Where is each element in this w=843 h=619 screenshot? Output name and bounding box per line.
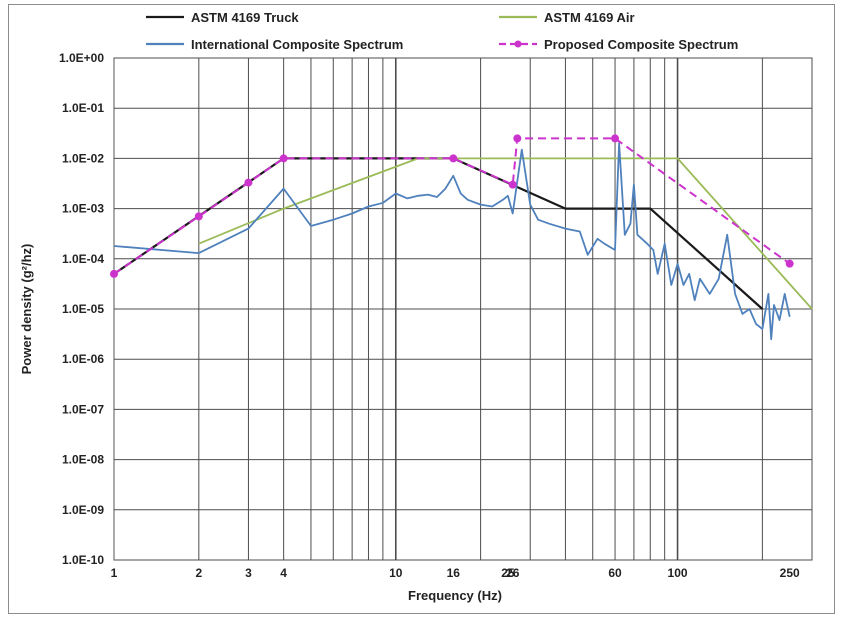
chart-svg: 1.0E+00 1.0E-01 1.0E-02 1.0E-03 1.0E-04 1.0E-… [19,10,813,603]
x-tick-label: 25 [501,566,515,580]
x-tick-label: 250 [780,566,800,580]
y-tick-label: 1.0E-07 [62,402,104,416]
legend-label-4: Proposed Composite Spectrum [544,37,738,52]
chart-frame: 1.0E+00 1.0E-01 1.0E-02 1.0E-03 1.0E-04 1.0E-… [8,4,835,614]
series-layer [110,134,813,341]
series-point [194,212,203,221]
legend-label-1: ASTM 4169 Truck [191,10,299,25]
series-point [279,154,288,163]
x-tick-label: 4 [280,566,287,580]
series-point [513,134,522,143]
y-tick-label: 1.0E+00 [59,51,104,65]
x-tick-label: 100 [668,566,688,580]
x-tick-label: 1 [111,566,118,580]
series-point [785,259,794,268]
y-tick-label: 1.0E-09 [62,503,104,517]
x-tick-label: 3 [245,566,252,580]
y-tick-label: 1.0E-10 [62,553,104,567]
x-tick-label: 60 [608,566,622,580]
series-line-3 [113,142,791,341]
y-tick-label: 1.0E-03 [62,202,104,216]
series-point [508,180,517,189]
axis-layer: 1.0E+00 1.0E-01 1.0E-02 1.0E-03 1.0E-04 1.0E-… [59,51,800,580]
grid-layer [113,57,813,561]
series-point [611,134,620,143]
series-point [110,269,118,278]
y-tick-label: 1.0E-02 [62,151,104,165]
y-tick-label: 1.0E-04 [62,252,104,266]
x-tick-label: 2 [195,566,202,580]
y-axis-title: Power density (g²/hz) [19,244,34,375]
y-tick-label: 1.0E-08 [62,453,104,467]
legend-label-3: International Composite Spectrum [191,37,403,52]
series-line-4 [113,137,791,275]
x-tick-label: 16 [447,566,461,580]
x-tick-label: 26 [506,566,520,580]
legend-label-2: ASTM 4169 Air [544,10,635,25]
series-point [244,178,253,187]
x-axis-title: Frequency (Hz) [408,588,502,603]
series-point [449,154,458,163]
y-tick-label: 1.0E-01 [62,101,104,115]
legend: ASTM 4169 Truck ASTM 4169 Air Internationa… [146,10,738,52]
legend-marker [514,40,522,48]
x-tick-label: 10 [389,566,403,580]
y-tick-label: 1.0E-06 [62,352,104,366]
y-tick-label: 1.0E-05 [62,302,104,316]
